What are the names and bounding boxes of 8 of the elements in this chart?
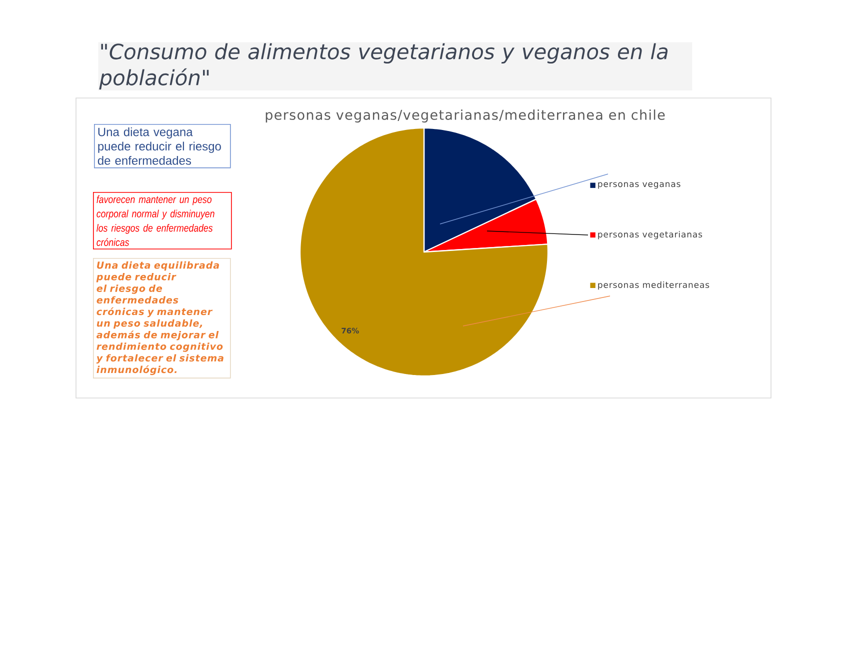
- chart-subtitle: personas veganas/vegetarianas/mediterranea en chile: [266, 109, 665, 123]
- text: favorecen mantener un peso corporal normal y disminuyen los riesgos de enfermedades crónicas: [96, 195, 214, 246]
- legend-label: personas mediterraneas: [598, 281, 710, 290]
- chart-title: "Consumo de alimentos vegetarianos y veganos en la población": [99, 43, 668, 90]
- legend-label: personas vegetarianas: [598, 230, 702, 240]
- text: Una dieta vegana puede reducir el riesgo de enfermedades: [98, 127, 221, 165]
- legend-label: personas veganas: [598, 182, 680, 189]
- text: Una dieta equilibrada puede reducir el riesgo de enfermedades crónicas y mantener un peso saludable, además de mejorar el rendimiento cognitivo y fortalecer el sistema inmunológico.: [96, 261, 224, 376]
